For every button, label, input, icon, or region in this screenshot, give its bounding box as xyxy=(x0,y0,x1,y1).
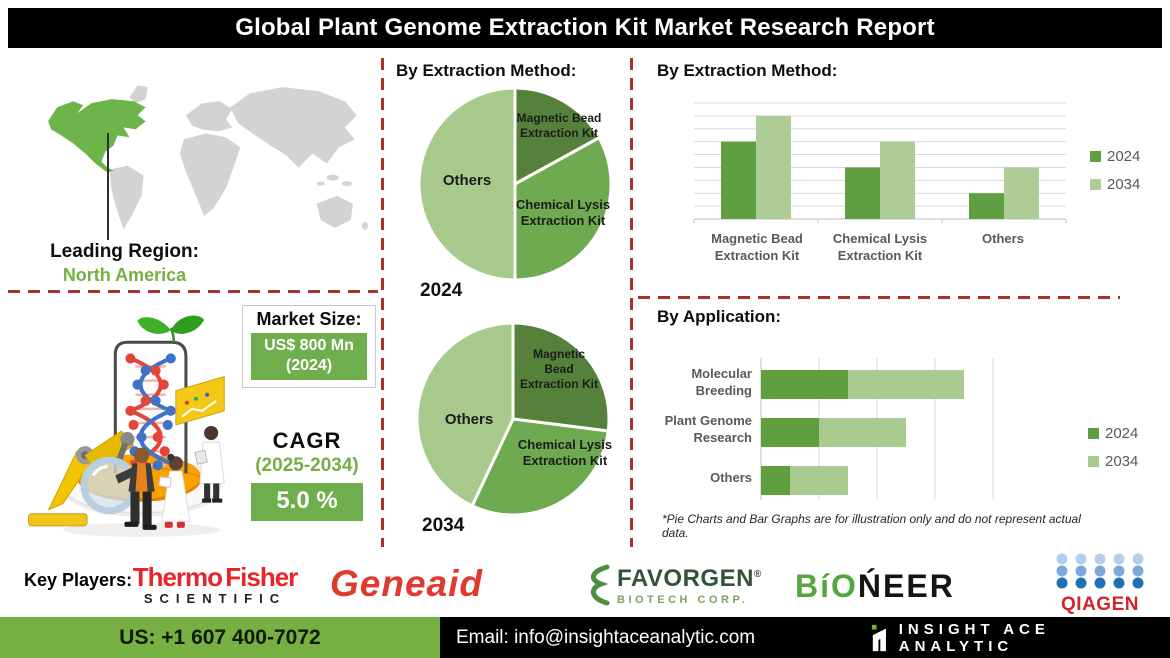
app-legend-label-2024: 2024 xyxy=(1105,425,1139,442)
favorgen-registered-mark: ® xyxy=(753,568,762,580)
favorgen-subtitle: BIOTECH CORP. xyxy=(617,593,749,606)
map-europe xyxy=(185,101,233,132)
pie-2024-label-chemical-lysis: Chemical Lysis Extraction Kit xyxy=(515,197,611,229)
key-players-row: Key Players: Thermo Fisher SCIENTIFIC Ge… xyxy=(0,548,1170,615)
pie-chart-2034: Magnetic Bead Extraction Kit Chemical Ly… xyxy=(413,319,613,519)
market-size-label: Market Size: xyxy=(256,309,362,329)
market-size-box: Market Size: US$ 800 Mn (2024) xyxy=(242,305,376,388)
app-legend-swatch-2024 xyxy=(1088,428,1099,439)
bar-category-chemical-lysis: Chemical Lysis Extraction Kit xyxy=(832,231,928,263)
pie-section-title: By Extraction Method: xyxy=(396,61,577,80)
pie-2034-label-magnetic-bead: Magnetic Bead Extraction Kit xyxy=(519,347,598,391)
bar-section-title: By Extraction Method: xyxy=(657,61,838,80)
logo-favorgen: FAVORGEN® BIOTECH CORP. xyxy=(586,564,762,606)
app-legend-item-2034: 2034 xyxy=(1088,453,1138,470)
leading-region-label: Leading Region: xyxy=(50,241,199,262)
brand-name: INSIGHT ACE ANALYTIC xyxy=(898,620,1050,655)
bar-category-others: Others xyxy=(982,231,1024,246)
map-pointer-line xyxy=(107,133,109,240)
legend-swatch-2024 xyxy=(1090,151,1101,162)
cagr-value: 5.0 % xyxy=(251,483,363,521)
footer-bar: US: +1 607 400-7072 Email: info@insighta… xyxy=(0,617,1170,658)
dna-research-illustration xyxy=(28,315,225,537)
thermo-fisher-scientific: SCIENTIFIC xyxy=(143,591,287,606)
pie-2024-svg xyxy=(417,86,613,282)
magnifying-glass xyxy=(80,456,139,515)
app-chart-legend: 2024 2034 xyxy=(1088,425,1138,481)
chart-footnote: *Pie Charts and Bar Graphs are for illus… xyxy=(662,512,1081,540)
bar-chart-legend: 2024 2034 xyxy=(1090,148,1140,204)
cagr-period: (2025-2034) xyxy=(255,455,359,476)
pie-2034-year: 2034 xyxy=(422,515,465,536)
legend-item-2024: 2024 xyxy=(1090,148,1140,165)
app-category-molecular-breeding: Molecular Breeding xyxy=(691,366,752,398)
cagr-label: CAGR xyxy=(272,428,342,453)
brand-block: INSIGHT ACE ANALYTIC xyxy=(870,617,1170,658)
world-map xyxy=(48,85,368,230)
app-legend-swatch-2034 xyxy=(1088,456,1099,467)
app-category-others: Others xyxy=(710,470,752,485)
key-players-label: Key Players: xyxy=(24,570,133,590)
divider-horizontal-left xyxy=(8,290,378,293)
pie-2034-label-chemical-lysis: Chemical Lysis Extraction Kit xyxy=(517,437,613,469)
legend-label-2024: 2024 xyxy=(1107,148,1141,165)
map-asia xyxy=(230,87,357,168)
map-south-america xyxy=(109,165,144,229)
market-size-value: US$ 800 Mn (2024) xyxy=(251,333,367,380)
logo-bioneer: BíOŃEER xyxy=(795,568,955,605)
market-size-amount: US$ 800 Mn xyxy=(264,337,354,354)
divider-vertical-right xyxy=(630,58,633,547)
page-title: Global Plant Genome Extraction Kit Marke… xyxy=(235,14,935,41)
leading-region: Leading Region: North America xyxy=(22,241,227,286)
pie-2024-year: 2024 xyxy=(420,280,463,301)
cagr-box: CAGR (2025-2034) 5.0 % xyxy=(240,428,374,521)
legend-item-2034: 2034 xyxy=(1090,176,1140,193)
legend-swatch-2034 xyxy=(1090,179,1101,190)
map-north-america-highlight xyxy=(48,99,146,173)
app-section-title: By Application: xyxy=(657,307,782,326)
insight-ace-logo-icon xyxy=(871,624,886,651)
phone-number: US: +1 607 400-7072 xyxy=(0,617,440,658)
pie-chart-2024: Magnetic Bead Extraction Kit Chemical Ly… xyxy=(415,84,615,284)
app-legend-item-2024: 2024 xyxy=(1088,425,1138,442)
bar-category-magnetic-bead: Magnetic Bead Extraction Kit xyxy=(711,231,803,263)
email-address: Email: info@insightaceanalytic.com xyxy=(456,626,756,648)
title-bar: Global Plant Genome Extraction Kit Marke… xyxy=(8,8,1162,48)
thermo-fisher-wordmark: Thermo Fisher xyxy=(132,562,299,592)
bioneer-black-part: ŃEER xyxy=(857,568,955,604)
divider-vertical-left xyxy=(381,58,384,547)
divider-horizontal-right xyxy=(638,296,1120,299)
leading-region-value: North America xyxy=(62,265,187,285)
map-greenland xyxy=(129,85,148,104)
scientist-foreground xyxy=(158,453,191,528)
bioneer-green-part: BíO xyxy=(795,568,858,604)
map-africa xyxy=(179,133,241,216)
dna-helix xyxy=(125,353,177,471)
grouped-bar-chart xyxy=(693,102,1067,223)
plant-sprout xyxy=(137,315,205,343)
favorgen-icon xyxy=(591,564,610,606)
logo-thermo-fisher: Thermo Fisher SCIENTIFIC xyxy=(115,562,315,606)
map-australia xyxy=(316,195,353,228)
frame-outline xyxy=(113,340,188,474)
pie-2024-label-magnetic-bead: Magnetic Bead Extraction Kit xyxy=(516,111,602,140)
app-legend-label-2034: 2034 xyxy=(1105,453,1139,470)
pie-2034-svg xyxy=(415,321,611,517)
pie-2034-label-others: Others xyxy=(444,411,494,428)
logo-qiagen: QIAGEN xyxy=(1048,552,1152,616)
person-suit xyxy=(115,447,157,530)
legend-label-2034: 2034 xyxy=(1107,176,1141,193)
stacked-bar-chart xyxy=(760,358,994,500)
logo-geneaid: Geneaid xyxy=(330,563,483,604)
chart-board xyxy=(175,375,225,426)
scientist-standing xyxy=(194,425,225,503)
qiagen-dots-icon xyxy=(1056,553,1144,589)
app-category-plant-genome-research: Plant Genome Research xyxy=(664,413,752,445)
pie-2024-label-others: Others xyxy=(442,172,492,189)
favorgen-wordmark: FAVORGEN® xyxy=(617,564,762,592)
qiagen-wordmark: QIAGEN xyxy=(1061,594,1139,615)
market-size-year: (2024) xyxy=(285,357,333,374)
